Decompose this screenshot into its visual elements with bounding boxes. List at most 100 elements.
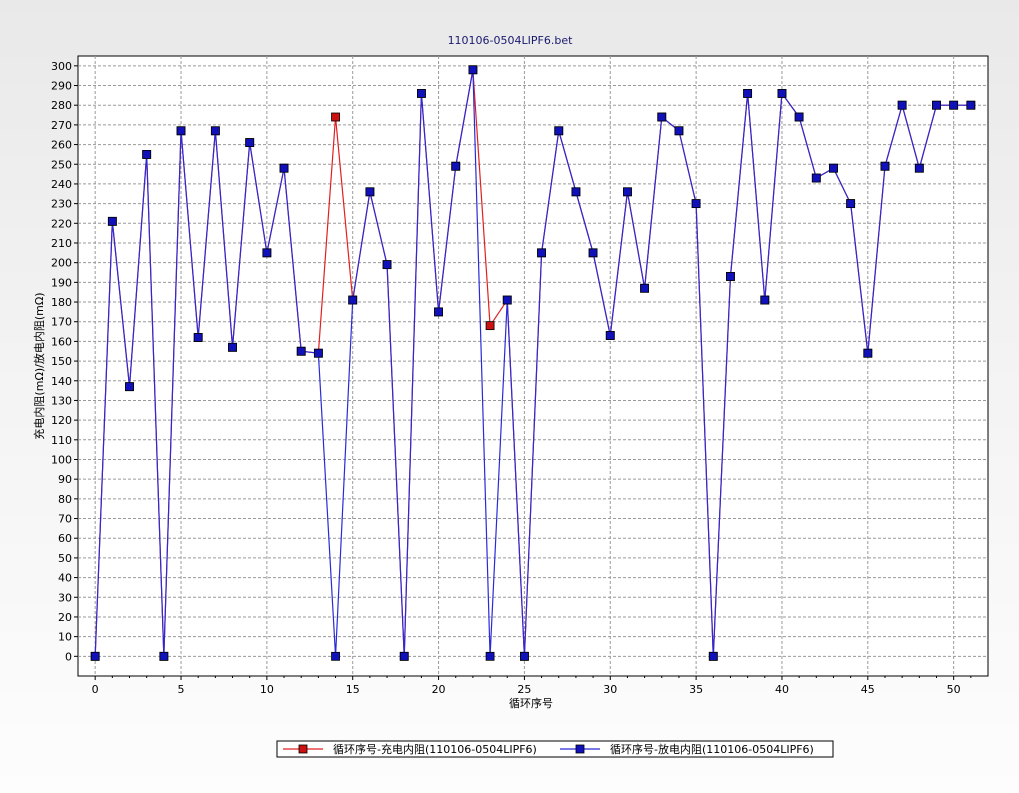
data-point bbox=[434, 307, 443, 317]
data-point bbox=[691, 199, 701, 209]
x-tick-label: 25 bbox=[517, 683, 531, 696]
data-point bbox=[760, 295, 770, 305]
y-axis-title: 充电内阻(mΩ)/放电内阻(mΩ) bbox=[32, 292, 46, 439]
legend-swatch-marker bbox=[575, 744, 585, 754]
data-point bbox=[485, 651, 495, 661]
data-point bbox=[502, 295, 512, 305]
data-point bbox=[468, 65, 478, 75]
x-tick-label: 50 bbox=[947, 683, 961, 696]
data-point bbox=[726, 272, 735, 281]
data-point bbox=[743, 88, 753, 98]
data-point bbox=[520, 651, 529, 661]
data-point bbox=[485, 321, 495, 331]
data-point bbox=[107, 216, 117, 226]
x-tick-label: 15 bbox=[346, 683, 360, 696]
x-tick-label: 30 bbox=[603, 683, 617, 696]
data-point bbox=[416, 88, 426, 98]
data-point bbox=[125, 382, 134, 392]
data-point bbox=[399, 651, 409, 661]
x-tick-label: 40 bbox=[775, 683, 789, 696]
data-point bbox=[228, 342, 237, 352]
x-tick-label: 5 bbox=[178, 683, 185, 696]
data-point bbox=[605, 331, 615, 340]
y-tick-label: 30 bbox=[58, 591, 72, 604]
legend-label: 循环序号-放电内阻(110106-0504LIPF6) bbox=[610, 742, 814, 756]
data-point bbox=[949, 100, 959, 110]
data-point bbox=[90, 651, 100, 661]
y-tick-label: 10 bbox=[58, 631, 72, 644]
legend-label: 循环序号-充电内阻(110106-0504LIPF6) bbox=[333, 742, 537, 756]
data-point bbox=[193, 333, 203, 342]
data-point bbox=[674, 126, 684, 136]
data-point bbox=[176, 126, 186, 136]
data-point bbox=[794, 112, 804, 122]
data-point bbox=[811, 173, 821, 183]
chart-title: 110106-0504LIPF6.bet bbox=[448, 34, 574, 47]
data-point bbox=[451, 161, 461, 171]
y-tick-label: 280 bbox=[51, 99, 72, 112]
y-tick-label: 230 bbox=[51, 198, 72, 211]
y-tick-label: 60 bbox=[58, 532, 72, 545]
data-point bbox=[245, 138, 255, 148]
data-point bbox=[588, 248, 598, 258]
y-tick-label: 100 bbox=[51, 453, 72, 466]
legend: 循环序号-充电内阻(110106-0504LIPF6) 循环序号-放电内阻(110… bbox=[276, 740, 834, 758]
y-tick-label: 220 bbox=[51, 217, 72, 230]
y-tick-label: 120 bbox=[51, 414, 72, 427]
data-point bbox=[657, 112, 667, 122]
y-tick-label: 80 bbox=[58, 493, 72, 506]
data-point bbox=[210, 126, 220, 136]
data-point bbox=[777, 88, 787, 98]
y-tick-label: 210 bbox=[51, 237, 72, 250]
data-point bbox=[966, 100, 976, 110]
y-tick-label: 40 bbox=[58, 572, 72, 585]
data-point bbox=[897, 100, 907, 110]
y-tick-label: 110 bbox=[51, 434, 72, 447]
y-tick-label: 20 bbox=[58, 611, 72, 624]
y-tick-label: 170 bbox=[51, 316, 72, 329]
data-point bbox=[829, 163, 838, 173]
y-tick-label: 270 bbox=[51, 119, 72, 132]
y-tick-label: 200 bbox=[51, 257, 72, 270]
data-point bbox=[846, 199, 856, 209]
data-point bbox=[313, 348, 323, 358]
y-tick-label: 190 bbox=[51, 276, 72, 289]
x-axis-title: 循环序号 bbox=[509, 696, 553, 710]
y-tick-label: 240 bbox=[51, 178, 72, 191]
series-line bbox=[94, 69, 971, 657]
data-point bbox=[554, 126, 564, 136]
data-point bbox=[159, 651, 169, 661]
y-tick-label: 90 bbox=[58, 473, 72, 486]
x-tick-label: 45 bbox=[861, 683, 875, 696]
data-point bbox=[863, 348, 873, 358]
x-tick-label: 0 bbox=[92, 683, 99, 696]
data-point bbox=[880, 161, 890, 171]
grid bbox=[78, 56, 988, 676]
data-point bbox=[914, 163, 924, 173]
data-point bbox=[623, 187, 632, 197]
legend-swatch-marker bbox=[298, 744, 308, 754]
axes: 0102030405060708090100110120130140150160… bbox=[51, 60, 972, 696]
data-point bbox=[279, 163, 289, 173]
y-tick-label: 290 bbox=[51, 80, 72, 93]
series bbox=[90, 65, 976, 661]
data-point bbox=[296, 346, 306, 356]
y-tick-label: 130 bbox=[51, 394, 72, 407]
y-tick-label: 160 bbox=[51, 335, 72, 348]
data-point bbox=[932, 100, 941, 110]
x-tick-label: 20 bbox=[432, 683, 446, 696]
y-tick-label: 180 bbox=[51, 296, 72, 309]
data-point bbox=[365, 187, 375, 197]
x-tick-label: 35 bbox=[689, 683, 703, 696]
y-tick-label: 140 bbox=[51, 375, 72, 388]
data-point bbox=[348, 295, 358, 305]
x-tick-label: 10 bbox=[260, 683, 274, 696]
y-tick-label: 50 bbox=[58, 552, 72, 565]
plot-background bbox=[77, 55, 989, 677]
data-point bbox=[262, 248, 272, 258]
data-point bbox=[640, 283, 650, 293]
y-tick-label: 300 bbox=[51, 60, 72, 73]
y-tick-label: 150 bbox=[51, 355, 72, 368]
y-tick-label: 250 bbox=[51, 158, 72, 171]
